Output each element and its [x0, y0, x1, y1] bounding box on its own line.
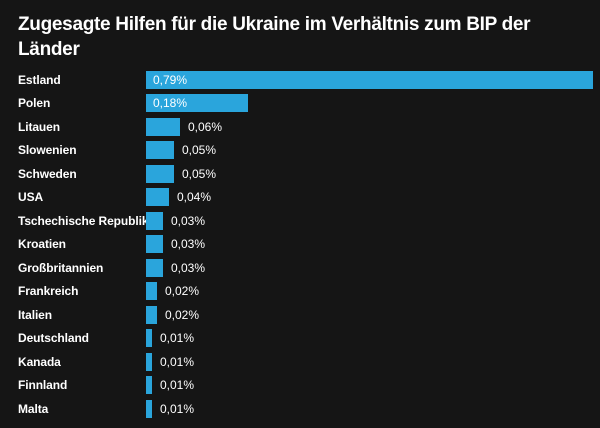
bar: [146, 376, 152, 395]
value-label: 0,06%: [188, 119, 223, 134]
bar-row: Finnland 0,01%: [0, 374, 600, 398]
chart-title-line-1: Zugesagte Hilfen für die Ukraine im Verh…: [18, 14, 531, 35]
bar-area: 0,18%: [146, 94, 600, 113]
country-label: Malta: [18, 401, 49, 416]
country-label: Schweden: [18, 166, 77, 181]
bar: [146, 164, 174, 183]
bar: [146, 117, 180, 136]
country-label: Großbritannien: [18, 260, 104, 275]
chart-title-line-2: Länder: [18, 39, 80, 60]
country-label: Kanada: [18, 354, 61, 369]
bar-row: Kroatien 0,03%: [0, 233, 600, 257]
bar-row: Malta 0,01%: [0, 397, 600, 421]
bar-area: 0,01%: [146, 376, 600, 395]
value-label: 0,05%: [182, 166, 217, 181]
country-label: Tschechische Republik: [18, 213, 149, 228]
bar: [146, 305, 157, 324]
bar-row: Litauen 0,06%: [0, 115, 600, 139]
bar-area: 0,02%: [146, 305, 600, 324]
bar-row: Deutschland 0,01%: [0, 327, 600, 351]
country-label: Slowenien: [18, 143, 77, 158]
bar-row: Slowenien 0,05%: [0, 139, 600, 163]
bar-area: 0,04%: [146, 188, 600, 207]
bar-row: Estland 0,79%: [0, 68, 600, 92]
value-label: 0,02%: [165, 307, 200, 322]
value-label: 0,02%: [165, 284, 200, 299]
bar-row: Schweden 0,05%: [0, 162, 600, 186]
country-label: Italien: [18, 307, 52, 322]
bar: [146, 329, 152, 348]
country-label: Deutschland: [18, 331, 89, 346]
rows: Estland 0,79% Polen 0,18% Litauen 0,06% …: [0, 68, 600, 421]
bar: [146, 399, 152, 418]
chart-title: Zugesagte Hilfen für die Ukraine im Verh…: [18, 12, 584, 62]
bar: [146, 94, 248, 113]
bar-area: 0,01%: [146, 352, 600, 371]
country-label: USA: [18, 190, 44, 205]
bar-row: Tschechische Republik 0,03%: [0, 209, 600, 233]
value-label: 0,01%: [160, 401, 195, 416]
country-label: Kroatien: [18, 237, 66, 252]
value-label: 0,03%: [171, 213, 206, 228]
value-label: 0,01%: [160, 378, 195, 393]
bar: [146, 211, 163, 230]
bar-area: 0,05%: [146, 164, 600, 183]
bar-area: 0,02%: [146, 282, 600, 301]
country-label: Frankreich: [18, 284, 79, 299]
bar-area: 0,01%: [146, 399, 600, 418]
bar-area: 0,05%: [146, 141, 600, 160]
bar-row: Großbritannien 0,03%: [0, 256, 600, 280]
bar-area: 0,03%: [146, 235, 600, 254]
country-label: Finnland: [18, 378, 68, 393]
bar: [146, 352, 152, 371]
value-label: 0,03%: [171, 260, 206, 275]
bar-row: Frankreich 0,02%: [0, 280, 600, 304]
value-label: 0,79%: [153, 72, 188, 87]
bar: [146, 258, 163, 277]
bar-row: USA 0,04%: [0, 186, 600, 210]
bar: [146, 141, 174, 160]
value-label: 0,04%: [177, 190, 212, 205]
bar-row: Italien 0,02%: [0, 303, 600, 327]
value-label: 0,03%: [171, 237, 206, 252]
country-label: Polen: [18, 96, 51, 111]
bar-area: 0,06%: [146, 117, 600, 136]
value-label: 0,18%: [153, 96, 188, 111]
bar: [146, 70, 593, 89]
bar-area: 0,79%: [146, 70, 600, 89]
bar-row: Kanada 0,01%: [0, 350, 600, 374]
bar: [146, 282, 157, 301]
value-label: 0,05%: [182, 143, 217, 158]
bar-area: 0,03%: [146, 211, 600, 230]
value-label: 0,01%: [160, 354, 195, 369]
bar-area: 0,03%: [146, 258, 600, 277]
bar: [146, 235, 163, 254]
bar: [146, 188, 169, 207]
value-label: 0,01%: [160, 331, 195, 346]
bar-row: Polen 0,18%: [0, 92, 600, 116]
bar-area: 0,01%: [146, 329, 600, 348]
country-label: Estland: [18, 72, 61, 87]
country-label: Litauen: [18, 119, 60, 134]
